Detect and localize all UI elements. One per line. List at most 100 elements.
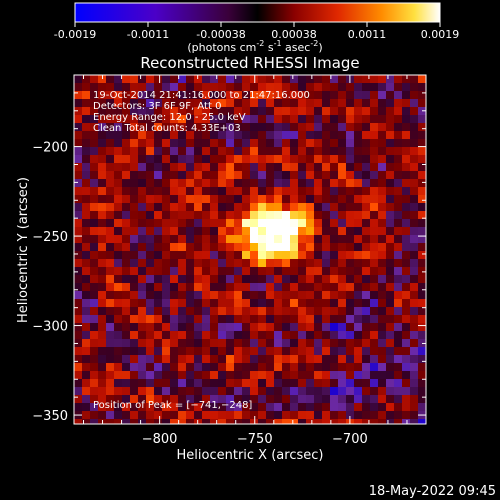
heatmap-cell [362, 115, 371, 124]
heatmap-cell [130, 203, 139, 212]
heatmap-cell [202, 387, 211, 396]
heatmap-cell [314, 115, 323, 124]
heatmap-cell [130, 187, 139, 196]
heatmap-cell [402, 339, 411, 348]
heatmap-cell [178, 371, 187, 380]
heatmap-cell [354, 195, 363, 204]
heatmap-cell [378, 339, 387, 348]
heatmap-cell [146, 155, 155, 164]
heatmap-cell [378, 91, 387, 100]
heatmap-cell [330, 395, 339, 404]
heatmap-cell [378, 283, 387, 292]
heatmap-cell [90, 147, 99, 156]
heatmap-cell [170, 227, 179, 236]
heatmap-cell [146, 395, 155, 404]
heatmap-cell [258, 419, 267, 424]
heatmap-cell [418, 115, 426, 124]
heatmap-cell [130, 211, 139, 220]
heatmap-cell [162, 275, 171, 284]
heatmap-cell [258, 275, 267, 284]
heatmap-cell [378, 203, 387, 212]
heatmap-cell [418, 195, 426, 204]
heatmap-cell [354, 115, 363, 124]
heatmap-cell [178, 187, 187, 196]
heatmap-cell [114, 251, 123, 260]
heatmap-cell [130, 339, 139, 348]
heatmap-cell [282, 171, 291, 180]
heatmap-cell [106, 155, 115, 164]
heatmap-cell [330, 347, 339, 356]
heatmap-cell [346, 235, 355, 244]
heatmap-cell [170, 411, 179, 420]
heatmap-cell [410, 163, 419, 172]
heatmap-cell [138, 411, 147, 420]
heatmap-cell [314, 203, 323, 212]
heatmap-cell [226, 347, 235, 356]
heatmap-cell [186, 267, 195, 276]
heatmap-cell [282, 299, 291, 308]
heatmap-cell [218, 187, 227, 196]
heatmap-cell [146, 259, 155, 268]
heatmap-cell [98, 99, 107, 108]
heatmap-cell [106, 131, 115, 140]
heatmap-cell [290, 315, 299, 324]
heatmap-cell [154, 235, 163, 244]
heatmap-cell [210, 115, 219, 124]
heatmap-cell [82, 395, 91, 404]
heatmap-cell [354, 379, 363, 388]
heatmap-cell [418, 203, 426, 212]
heatmap-cell [282, 131, 291, 140]
heatmap-cell [330, 315, 339, 324]
heatmap-cell [322, 307, 331, 316]
heatmap-cell [194, 203, 203, 212]
heatmap-cell [386, 179, 395, 188]
heatmap-cell [362, 363, 371, 372]
heatmap-cell [98, 307, 107, 316]
heatmap-cell [122, 315, 131, 324]
heatmap-cell [162, 387, 171, 396]
heatmap-cell [354, 275, 363, 284]
heatmap-cell [346, 411, 355, 420]
heatmap-cell [306, 259, 315, 268]
heatmap-cell [90, 91, 99, 100]
heatmap-cell [394, 155, 403, 164]
heatmap-cell [226, 155, 235, 164]
heatmap-cell [290, 259, 299, 268]
heatmap-cell [370, 387, 379, 396]
heatmap-cell [346, 323, 355, 332]
heatmap-cell [178, 299, 187, 308]
heatmap-cell [242, 195, 251, 204]
heatmap-cell [402, 315, 411, 324]
heatmap-cell [194, 371, 203, 380]
heatmap-cell [154, 163, 163, 172]
heatmap-cell [362, 267, 371, 276]
heatmap-cell [402, 235, 411, 244]
heatmap-cell [258, 163, 267, 172]
heatmap-cell [74, 155, 83, 164]
heatmap-cell [122, 195, 131, 204]
heatmap-cell [362, 107, 371, 116]
heatmap-cell [274, 211, 283, 220]
heatmap-cell [202, 411, 211, 420]
heatmap-cell [202, 331, 211, 340]
heatmap-image [74, 75, 426, 424]
heatmap-cell [258, 139, 267, 148]
heatmap-cell [242, 379, 251, 388]
heatmap-cell [274, 403, 283, 412]
heatmap-cell [418, 403, 426, 412]
heatmap-cell [386, 211, 395, 220]
heatmap-cell [258, 347, 267, 356]
heatmap-cell [242, 243, 251, 252]
heatmap-cell [410, 403, 419, 412]
heatmap-cell [218, 419, 227, 424]
heatmap-cell [410, 411, 419, 420]
heatmap-cell [98, 235, 107, 244]
heatmap-cell [386, 75, 395, 84]
heatmap-cell [106, 355, 115, 364]
heatmap-cell [258, 123, 267, 132]
heatmap-cell [234, 219, 243, 228]
colorbar-tick-label: -0.0019 [54, 28, 96, 41]
heatmap-cell [146, 203, 155, 212]
heatmap-cell [146, 171, 155, 180]
heatmap-cell [402, 379, 411, 388]
